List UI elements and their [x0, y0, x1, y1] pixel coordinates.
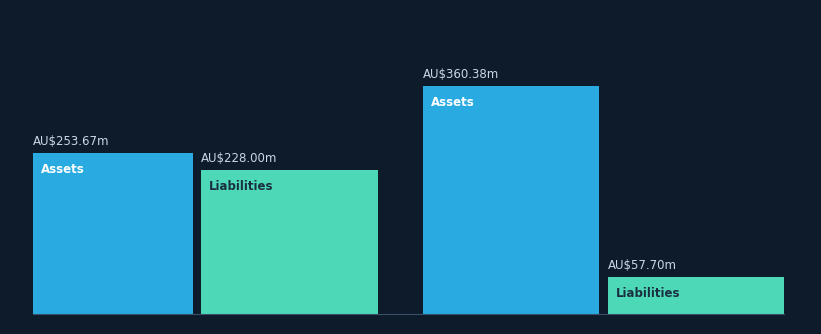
- Bar: [33, 153, 193, 314]
- Text: Liabilities: Liabilities: [209, 180, 274, 193]
- Text: AU$57.70m: AU$57.70m: [608, 260, 677, 273]
- Bar: [423, 86, 599, 314]
- Text: AU$253.67m: AU$253.67m: [33, 135, 109, 148]
- Bar: [201, 170, 378, 314]
- Text: Liabilities: Liabilities: [616, 288, 681, 301]
- Text: Assets: Assets: [431, 96, 475, 109]
- Bar: [608, 278, 784, 314]
- Text: AU$228.00m: AU$228.00m: [201, 152, 277, 165]
- Text: AU$360.38m: AU$360.38m: [423, 68, 499, 81]
- Text: Assets: Assets: [41, 163, 85, 176]
